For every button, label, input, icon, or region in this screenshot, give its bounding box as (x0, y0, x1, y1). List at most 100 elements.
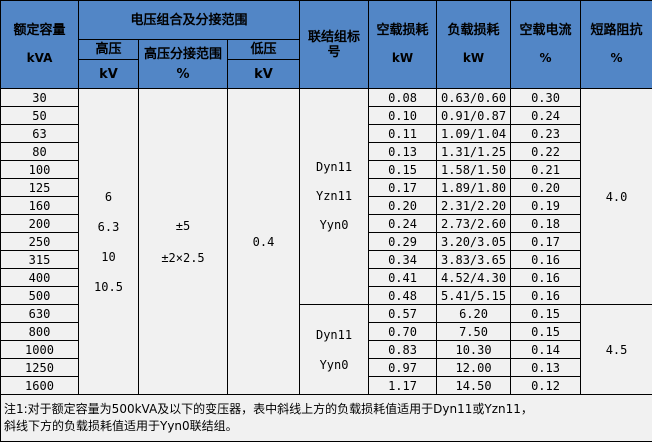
no-load-loss-cell: 0.08 (368, 88, 438, 107)
capacity-cell: 1000 (0, 340, 79, 359)
load-loss-cell: 14.50 (436, 376, 512, 395)
footnote-line-1: 注1:对于额定容量为500kVA及以下的变压器，表中斜线上方的负载损耗值适用于D… (4, 402, 533, 416)
capacity-cell: 400 (0, 268, 79, 287)
table-row: 50 0.10 0.91/0.87 0.24 (0, 106, 652, 125)
capacity-cell: 63 (0, 124, 79, 143)
table-row: 1000 0.83 10.30 0.14 (0, 340, 652, 359)
table-row: 250 0.29 3.20/3.05 0.17 (0, 232, 652, 251)
header-lv: 低压 (226, 39, 301, 60)
impedance-group1-cell: 4.0 (580, 88, 652, 305)
capacity-cell: 630 (0, 304, 79, 323)
no-load-current-cell: 0.13 (510, 358, 582, 377)
capacity-cell: 80 (0, 142, 79, 161)
no-load-loss-cell: 0.24 (368, 214, 438, 233)
no-load-current-cell: 0.30 (510, 88, 582, 107)
table-row: 500 0.48 5.41/5.15 0.16 (0, 286, 652, 305)
load-loss-cell: 1.31/1.25 (436, 142, 512, 161)
no-load-loss-cell: 0.57 (368, 304, 438, 323)
connection-group2-cell: Dyn11 Yyn0 (299, 304, 370, 395)
load-loss-cell: 12.00 (436, 358, 512, 377)
impedance-group2-cell: 4.5 (580, 304, 652, 395)
header-rated-capacity-unit: kVA (26, 51, 53, 65)
load-loss-cell: 6.20 (436, 304, 512, 323)
load-loss-cell: 1.89/1.80 (436, 178, 512, 197)
load-loss-cell: 3.20/3.05 (436, 232, 512, 251)
no-load-current-cell: 0.21 (510, 160, 582, 179)
table-row: 160 0.20 2.31/2.20 0.19 (0, 196, 652, 215)
no-load-loss-cell: 0.20 (368, 196, 438, 215)
table-row: 800 0.70 7.50 0.15 (0, 322, 652, 341)
load-loss-cell: 2.31/2.20 (436, 196, 512, 215)
capacity-cell: 160 (0, 196, 79, 215)
capacity-cell: 500 (0, 286, 79, 305)
header-connection-group: 联结组标号 (299, 0, 370, 89)
load-loss-cell: 10.30 (436, 340, 512, 359)
header-load-loss: 负载损耗 kW (436, 0, 512, 89)
hv-voltage-cell: 6 6.3 10 10.5 (78, 88, 139, 395)
header-no-load-current: 空载电流 % (510, 0, 582, 89)
load-loss-cell: 5.41/5.15 (436, 286, 512, 305)
no-load-loss-cell: 0.34 (368, 250, 438, 269)
capacity-cell: 315 (0, 250, 79, 269)
no-load-current-cell: 0.23 (510, 124, 582, 143)
capacity-cell: 1600 (0, 376, 79, 395)
no-load-loss-cell: 0.15 (368, 160, 438, 179)
no-load-loss-cell: 0.97 (368, 358, 438, 377)
load-loss-cell: 0.91/0.87 (436, 106, 512, 125)
no-load-current-cell: 0.20 (510, 178, 582, 197)
table-row: 400 0.41 4.52/4.30 0.16 (0, 268, 652, 287)
load-loss-cell: 3.83/3.65 (436, 250, 512, 269)
header-tap-range: 高压分接范围 % (138, 39, 228, 89)
no-load-current-cell: 0.16 (510, 268, 582, 287)
header-rated-capacity: 额定容量 kVA (0, 0, 79, 89)
table-row: 125 0.17 1.89/1.80 0.20 (0, 178, 652, 197)
no-load-current-cell: 0.14 (510, 340, 582, 359)
no-load-loss-cell: 0.13 (368, 142, 438, 161)
capacity-cell: 30 (0, 88, 79, 107)
connection-group1-cell: Dyn11 Yzn11 Yyn0 (299, 88, 370, 305)
load-loss-cell: 2.73/2.60 (436, 214, 512, 233)
no-load-current-cell: 0.16 (510, 250, 582, 269)
load-loss-cell: 0.63/0.60 (436, 88, 512, 107)
no-load-current-cell: 0.12 (510, 376, 582, 395)
header-lv-unit: kV (226, 59, 301, 89)
header-hv: 高压 (78, 39, 139, 60)
no-load-loss-cell: 1.17 (368, 376, 438, 395)
table-row: 80 0.13 1.31/1.25 0.22 (0, 142, 652, 161)
header-impedance: 短路阻抗 % (580, 0, 652, 89)
header-no-load-loss: 空载损耗 kW (368, 0, 438, 89)
table-row: 1600 1.17 14.50 0.12 (0, 376, 652, 395)
no-load-loss-cell: 0.10 (368, 106, 438, 125)
no-load-current-cell: 0.15 (510, 304, 582, 323)
capacity-cell: 250 (0, 232, 79, 251)
tap-range-cell: ±5 ±2×2.5 (138, 88, 228, 395)
table-row: 200 0.24 2.73/2.60 0.18 (0, 214, 652, 233)
load-loss-cell: 1.09/1.04 (436, 124, 512, 143)
table-row: 315 0.34 3.83/3.65 0.16 (0, 250, 652, 269)
capacity-cell: 100 (0, 160, 79, 179)
load-loss-cell: 4.52/4.30 (436, 268, 512, 287)
footnote: 注1:对于额定容量为500kVA及以下的变压器，表中斜线上方的负载损耗值适用于D… (0, 394, 652, 442)
capacity-cell: 200 (0, 214, 79, 233)
capacity-cell: 1250 (0, 358, 79, 377)
no-load-loss-cell: 0.70 (368, 322, 438, 341)
no-load-loss-cell: 0.48 (368, 286, 438, 305)
no-load-loss-cell: 0.83 (368, 340, 438, 359)
lv-voltage-cell: 0.4 (226, 88, 301, 395)
no-load-loss-cell: 0.41 (368, 268, 438, 287)
load-loss-cell: 7.50 (436, 322, 512, 341)
header-voltage-group: 电压组合及分接范围 (77, 0, 301, 40)
load-loss-cell: 1.58/1.50 (436, 160, 512, 179)
no-load-loss-cell: 0.17 (368, 178, 438, 197)
table-row: 30 6 6.3 10 10.5 ±5 ±2×2.5 0.4 Dyn11 Yzn… (0, 88, 652, 395)
header-rated-capacity-label: 额定容量 (13, 23, 66, 38)
table-row: 630 Dyn11 Yyn0 0.57 6.20 0.15 4.5 (0, 304, 652, 395)
no-load-current-cell: 0.18 (510, 214, 582, 233)
table-row: 1250 0.97 12.00 0.13 (0, 358, 652, 377)
no-load-current-cell: 0.19 (510, 196, 582, 215)
capacity-cell: 800 (0, 322, 79, 341)
capacity-cell: 125 (0, 178, 79, 197)
footnote-line-2: 斜线下方的负载损耗值适用于Yyn0联结组。 (4, 419, 238, 433)
table-row: 100 0.15 1.58/1.50 0.21 (0, 160, 652, 179)
